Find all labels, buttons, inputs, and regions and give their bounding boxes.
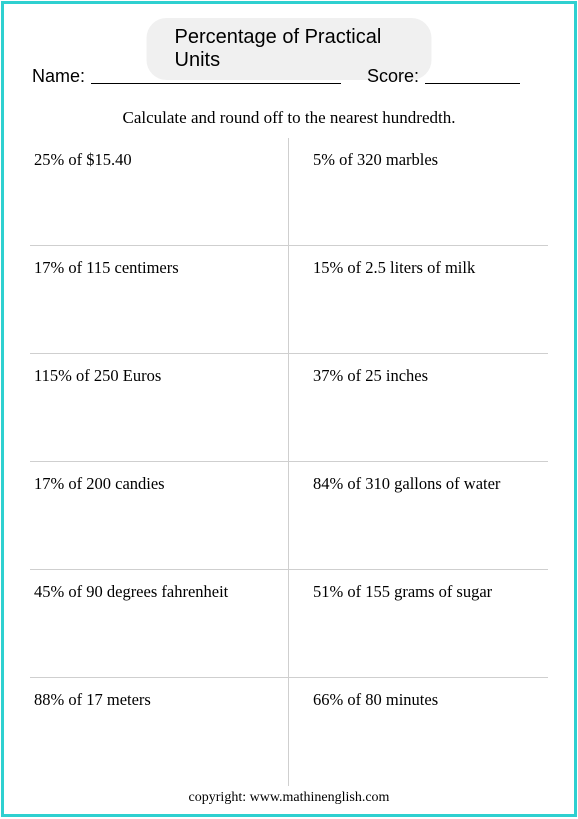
problem-cell: 84% of 310 gallons of water (289, 462, 548, 569)
instruction-text: Calculate and round off to the nearest h… (123, 108, 456, 128)
name-score-row: Name: Score: (32, 66, 556, 87)
score-label: Score: (367, 66, 419, 87)
problem-row: 17% of 115 centimers 15% of 2.5 liters o… (30, 246, 548, 354)
problem-cell: 37% of 25 inches (289, 354, 548, 461)
problem-cell: 17% of 115 centimers (30, 246, 289, 353)
problem-cell: 115% of 250 Euros (30, 354, 289, 461)
problem-cell: 88% of 17 meters (30, 678, 289, 786)
problem-cell: 17% of 200 candies (30, 462, 289, 569)
score-blank-line (425, 83, 520, 84)
problem-cell: 45% of 90 degrees fahrenheit (30, 570, 289, 677)
name-label: Name: (32, 66, 85, 87)
problem-row: 25% of $15.40 5% of 320 marbles (30, 138, 548, 246)
name-blank-line (91, 83, 341, 84)
problem-row: 17% of 200 candies 84% of 310 gallons of… (30, 462, 548, 570)
problem-cell: 25% of $15.40 (30, 138, 289, 245)
problem-cell: 15% of 2.5 liters of milk (289, 246, 548, 353)
problem-cell: 66% of 80 minutes (289, 678, 548, 786)
problem-cell: 5% of 320 marbles (289, 138, 548, 245)
problems-grid: 25% of $15.40 5% of 320 marbles 17% of 1… (30, 138, 548, 774)
problem-row: 88% of 17 meters 66% of 80 minutes (30, 678, 548, 786)
problem-row: 45% of 90 degrees fahrenheit 51% of 155 … (30, 570, 548, 678)
problem-cell: 51% of 155 grams of sugar (289, 570, 548, 677)
worksheet-page: Percentage of Practical Units Name: Scor… (1, 1, 577, 817)
problem-row: 115% of 250 Euros 37% of 25 inches (30, 354, 548, 462)
copyright-text: copyright: www.mathinenglish.com (4, 790, 574, 806)
